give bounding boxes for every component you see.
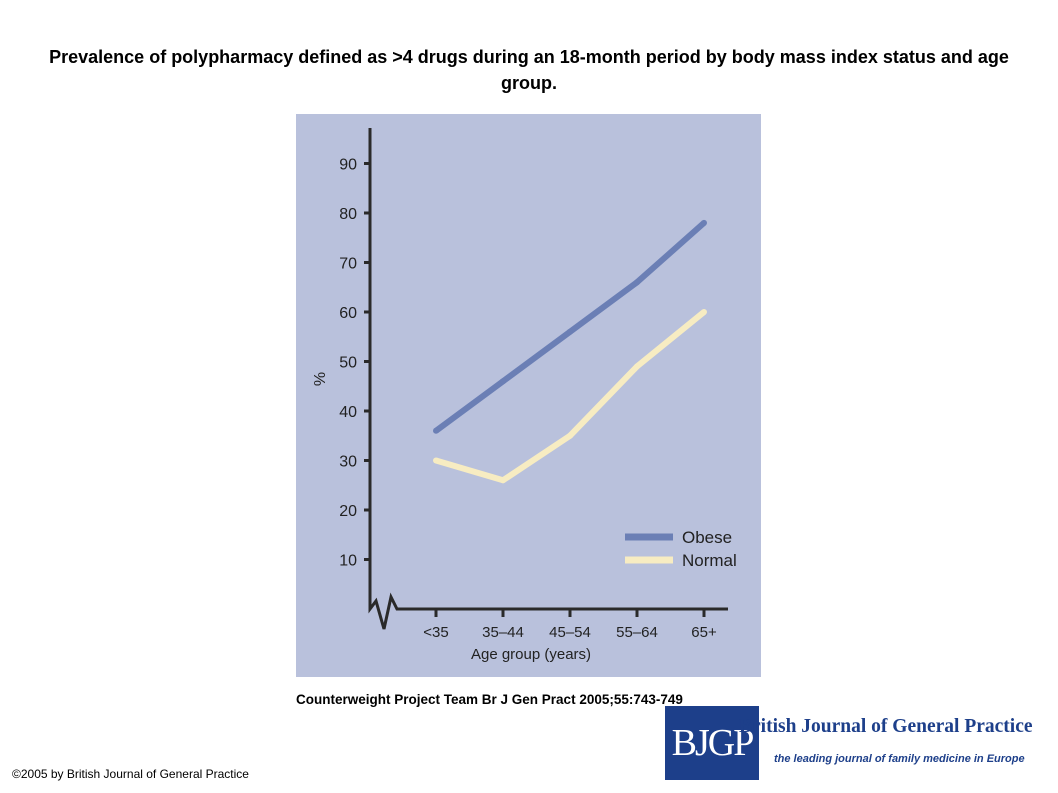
series-line-normal: [435, 309, 706, 484]
y-tick-label: 10: [339, 553, 357, 570]
legend-label-normal: Normal: [682, 551, 737, 570]
bjgp-logo-mark: BJGP: [665, 706, 759, 780]
x-tick-label: <35: [423, 624, 448, 641]
x-axis-with-break: [368, 584, 728, 630]
y-tick-label: 50: [339, 355, 357, 372]
data-point-obese: [634, 279, 640, 286]
chart-svg: 10 20 30 40 50 60 70 80 90 <35 35–44 45–54 55–64 65+ A…: [312, 128, 737, 663]
data-point-normal: [500, 477, 506, 484]
data-point-normal: [701, 309, 707, 315]
y-tick-label: 30: [339, 454, 357, 471]
copyright: ©2005 by British Journal of General Prac…: [12, 767, 249, 781]
x-tick-label: 35–44: [482, 624, 524, 641]
x-axis-label: Age group (years): [471, 646, 591, 663]
data-point-normal: [634, 363, 640, 370]
data-point-normal: [433, 457, 439, 464]
y-tick-label: 20: [339, 503, 357, 520]
data-point-normal: [567, 432, 573, 439]
x-tick-label: 55–64: [616, 624, 658, 641]
y-axis-label: %: [312, 372, 329, 386]
series-line-obese: [434, 220, 706, 434]
x-tick-label: 45–54: [549, 624, 591, 641]
citation: Counterweight Project Team Br J Gen Prac…: [296, 692, 683, 707]
y-tick-label: 80: [339, 206, 357, 223]
data-point-obese: [433, 427, 439, 434]
data-point-obese: [701, 219, 707, 226]
data-point-obese: [567, 328, 573, 335]
y-tick-label: 60: [339, 305, 357, 322]
legend-label-obese: Obese: [682, 528, 732, 547]
bjgp-logo: BJGP British Journal of General Practice…: [665, 706, 1040, 780]
y-tick-label: 90: [339, 157, 357, 174]
y-tick-label: 40: [339, 404, 357, 421]
journal-tagline: the leading journal of family medicine i…: [774, 753, 1025, 765]
y-tick-label: 70: [339, 256, 357, 273]
data-point-obese: [500, 378, 506, 385]
figure-title: Prevalence of polypharmacy defined as >4…: [49, 47, 1009, 93]
line-chart: 10 20 30 40 50 60 70 80 90 <35 35–44 45–54 55–64 65+ A…: [296, 114, 761, 677]
journal-name: British Journal of General Practice: [739, 716, 1033, 737]
x-tick-label: 65+: [691, 624, 717, 641]
